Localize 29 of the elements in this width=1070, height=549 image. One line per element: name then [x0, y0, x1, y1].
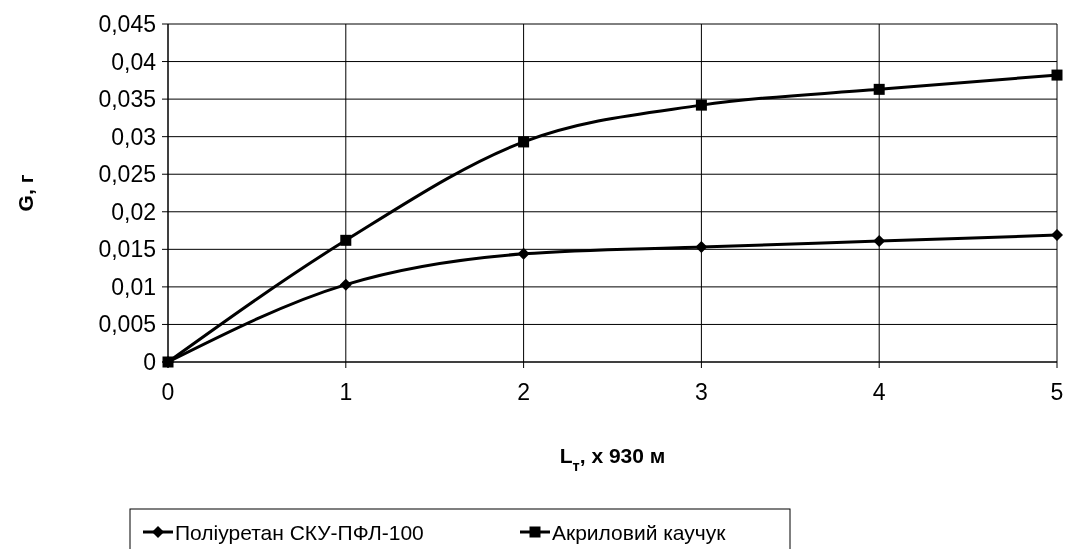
- y-tick-label: 0,005: [98, 311, 156, 338]
- point: [517, 247, 530, 260]
- legend-label: Поліуретан СКУ-ПФЛ-100: [175, 521, 424, 544]
- point: [695, 241, 708, 254]
- point: [873, 83, 885, 95]
- x-tick-label: 0: [161, 379, 175, 405]
- x-tick-label: 1: [339, 379, 353, 405]
- legend-label: Акриловий каучук: [552, 521, 727, 544]
- y-tick-label: 0,045: [98, 11, 156, 38]
- y-tick-label: 0: [143, 349, 156, 376]
- y-tick-label: 0,03: [111, 123, 156, 150]
- y-tick-label: 0,04: [111, 48, 157, 75]
- point: [518, 136, 530, 148]
- point: [340, 234, 352, 246]
- y-tick-label: 0,01: [111, 273, 156, 300]
- point: [339, 278, 352, 291]
- point: [1051, 69, 1063, 81]
- point: [1051, 229, 1063, 242]
- y-tick-label: 0,02: [111, 198, 156, 225]
- y-axis-title: G, г: [14, 174, 37, 212]
- x-tick-label: 3: [695, 379, 708, 405]
- point: [695, 99, 707, 111]
- x-axis-title: L$_{т}$, x 930 м: [559, 444, 666, 474]
- y-tick-label: 0,035: [98, 86, 156, 113]
- x-tick-label: 2: [517, 379, 530, 405]
- x-tick-label: 5: [1050, 379, 1064, 405]
- y-tick-label: 0,015: [98, 236, 156, 263]
- x-tick-label: 4: [872, 379, 886, 405]
- y-tick-label: 0,025: [98, 161, 156, 188]
